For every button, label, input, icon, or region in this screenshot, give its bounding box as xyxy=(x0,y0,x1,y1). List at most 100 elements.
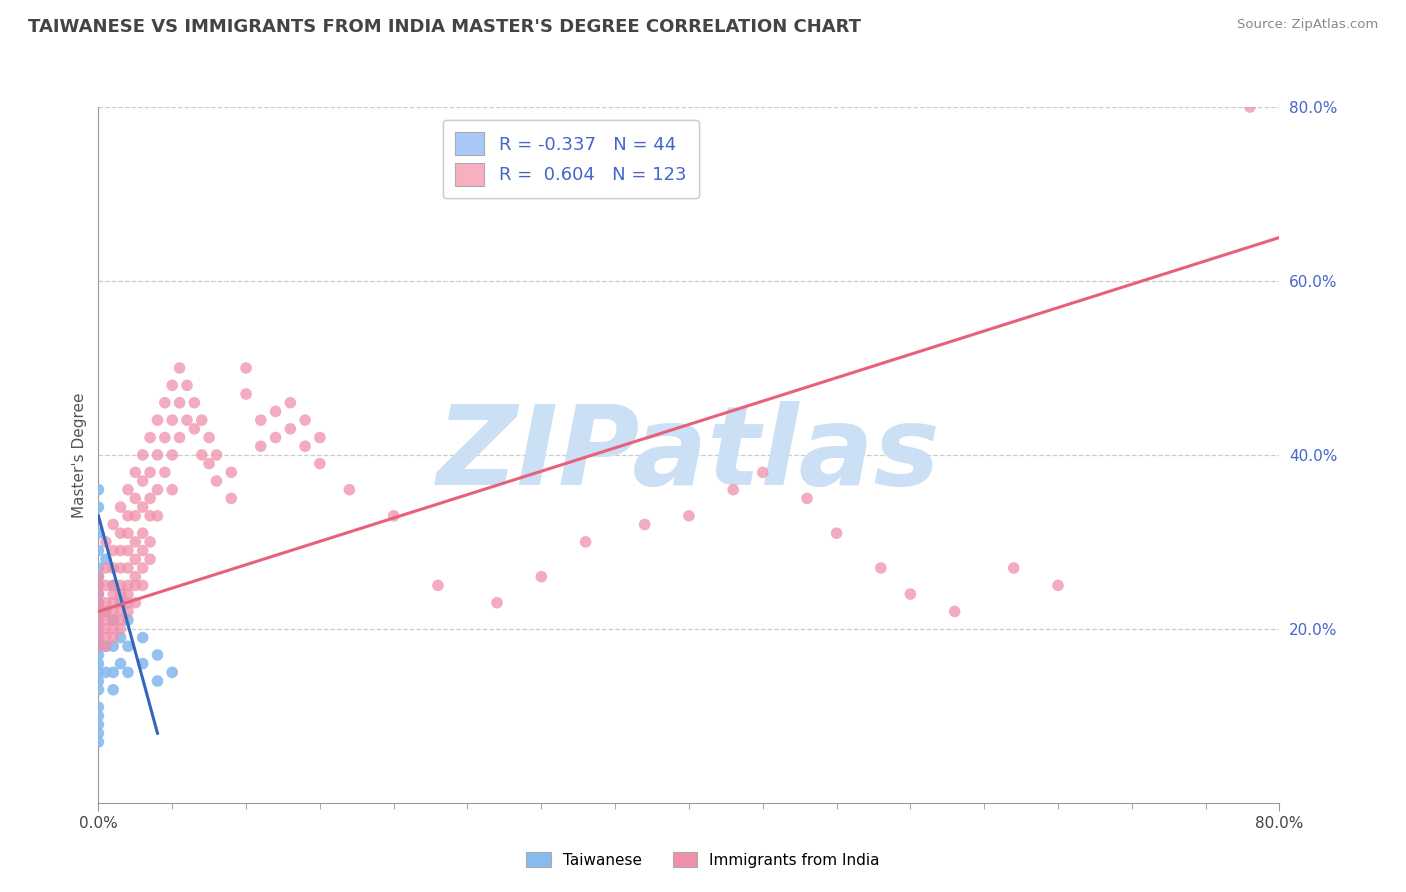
Point xyxy=(103,613,125,627)
Point xyxy=(110,622,132,636)
Point xyxy=(1239,100,1261,114)
Point xyxy=(94,596,117,610)
Point xyxy=(132,578,155,592)
Point xyxy=(796,491,818,506)
Point xyxy=(169,431,191,445)
Point xyxy=(124,578,146,592)
Point xyxy=(117,508,139,523)
Point xyxy=(94,613,117,627)
Point xyxy=(153,431,176,445)
Point xyxy=(87,631,110,645)
Point xyxy=(486,596,509,610)
Point xyxy=(1002,561,1025,575)
Point xyxy=(139,466,162,480)
Point xyxy=(87,682,110,697)
Point xyxy=(176,378,198,392)
Point xyxy=(751,466,773,480)
Point xyxy=(124,552,146,566)
Point xyxy=(132,500,155,514)
Point xyxy=(278,396,302,410)
Point xyxy=(87,639,110,653)
Point xyxy=(139,534,162,549)
Point xyxy=(117,587,139,601)
Point xyxy=(124,508,146,523)
Y-axis label: Master's Degree: Master's Degree xyxy=(72,392,87,517)
Point xyxy=(219,466,242,480)
Point xyxy=(250,439,273,453)
Point xyxy=(87,605,110,619)
Point xyxy=(117,526,139,541)
Point xyxy=(87,613,110,627)
Point xyxy=(87,578,110,592)
Point xyxy=(94,639,117,653)
Point xyxy=(132,526,155,541)
Point xyxy=(87,622,110,636)
Point xyxy=(633,517,655,532)
Point xyxy=(132,631,155,645)
Point xyxy=(87,639,110,653)
Point xyxy=(87,570,110,584)
Point xyxy=(87,613,110,627)
Point xyxy=(110,596,132,610)
Point xyxy=(162,483,183,497)
Point xyxy=(205,474,228,488)
Point xyxy=(117,639,139,653)
Point xyxy=(250,413,273,427)
Point xyxy=(124,596,146,610)
Point xyxy=(103,639,125,653)
Point xyxy=(139,508,162,523)
Point xyxy=(132,448,155,462)
Point xyxy=(87,500,110,514)
Point xyxy=(87,561,110,575)
Point xyxy=(110,657,132,671)
Point xyxy=(103,517,125,532)
Point xyxy=(103,561,125,575)
Point xyxy=(94,561,117,575)
Point xyxy=(219,491,242,506)
Point xyxy=(124,534,146,549)
Point xyxy=(94,534,117,549)
Point xyxy=(117,613,139,627)
Legend: R = -0.337   N = 44, R =  0.604   N = 123: R = -0.337 N = 44, R = 0.604 N = 123 xyxy=(443,120,699,198)
Point xyxy=(103,613,125,627)
Point xyxy=(110,587,132,601)
Point xyxy=(103,682,125,697)
Point xyxy=(110,631,132,645)
Point xyxy=(94,605,117,619)
Point xyxy=(103,631,125,645)
Point xyxy=(87,587,110,601)
Point xyxy=(103,596,125,610)
Point xyxy=(117,483,139,497)
Point xyxy=(87,674,110,689)
Point xyxy=(574,534,596,549)
Point xyxy=(169,360,191,375)
Point xyxy=(124,570,146,584)
Point xyxy=(117,543,139,558)
Point xyxy=(900,587,922,601)
Point xyxy=(132,474,155,488)
Point xyxy=(87,578,110,592)
Point xyxy=(382,508,405,523)
Point xyxy=(110,500,132,514)
Point xyxy=(87,717,110,731)
Text: TAIWANESE VS IMMIGRANTS FROM INDIA MASTER'S DEGREE CORRELATION CHART: TAIWANESE VS IMMIGRANTS FROM INDIA MASTE… xyxy=(28,18,860,36)
Point xyxy=(87,483,110,497)
Point xyxy=(103,665,125,680)
Point xyxy=(110,613,132,627)
Point xyxy=(94,605,117,619)
Point xyxy=(87,700,110,714)
Point xyxy=(87,596,110,610)
Point xyxy=(139,491,162,506)
Point xyxy=(117,665,139,680)
Point xyxy=(678,508,700,523)
Point xyxy=(169,396,191,410)
Point xyxy=(294,413,316,427)
Point xyxy=(309,431,332,445)
Point xyxy=(869,561,891,575)
Point xyxy=(87,605,110,619)
Point xyxy=(94,639,117,653)
Point xyxy=(103,605,125,619)
Text: Source: ZipAtlas.com: Source: ZipAtlas.com xyxy=(1237,18,1378,31)
Point xyxy=(825,526,848,541)
Point xyxy=(191,413,214,427)
